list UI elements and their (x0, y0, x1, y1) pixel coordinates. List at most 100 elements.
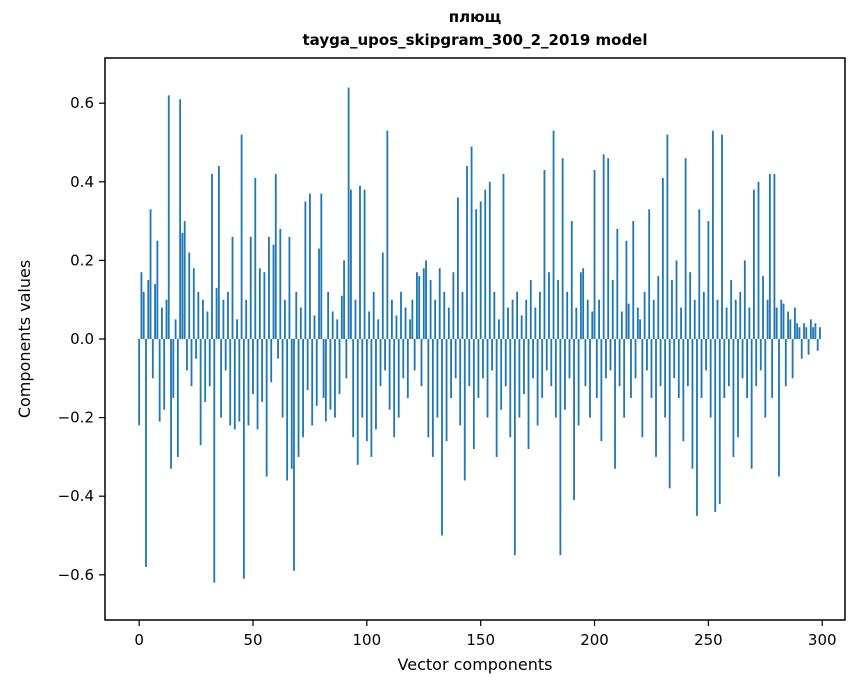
bar (242, 339, 245, 579)
bar (525, 299, 528, 339)
bar (172, 339, 175, 398)
bar (595, 339, 598, 398)
bar (238, 339, 241, 422)
bar (461, 291, 464, 339)
bar (381, 252, 384, 339)
y-tick-label: 0.4 (70, 173, 94, 191)
bar (229, 339, 232, 426)
bar (336, 319, 339, 339)
bar (491, 339, 493, 371)
bar (431, 339, 434, 457)
bar (324, 339, 327, 422)
bar (468, 339, 471, 387)
bar (309, 193, 311, 339)
bar (436, 339, 439, 418)
bar (363, 189, 366, 339)
bar (290, 339, 293, 469)
x-axis-label: Vector components (398, 655, 553, 674)
bar (331, 311, 334, 339)
bar (420, 339, 423, 387)
bar (231, 236, 234, 339)
bar (646, 339, 648, 371)
bar (495, 339, 498, 457)
bar (502, 173, 505, 339)
bar (634, 339, 637, 379)
bar (163, 339, 166, 410)
bar (156, 240, 159, 339)
bar (746, 339, 748, 398)
bar (147, 280, 150, 339)
bar (755, 339, 758, 387)
bar (384, 339, 386, 371)
bar (438, 268, 441, 339)
bar (252, 339, 254, 395)
bar (215, 287, 218, 339)
bar (340, 295, 343, 339)
bar (636, 307, 639, 339)
bar (605, 339, 607, 379)
bar (693, 299, 696, 339)
bar (279, 228, 282, 339)
bar (224, 339, 227, 371)
bar (183, 221, 186, 339)
bar (427, 339, 430, 438)
bar (293, 339, 295, 571)
bar (759, 339, 762, 371)
bar (705, 339, 708, 371)
bar (313, 315, 316, 339)
bar (261, 339, 264, 402)
bar (206, 311, 209, 339)
bar (686, 339, 689, 387)
bar (322, 339, 325, 398)
bar (616, 228, 619, 339)
bar (504, 339, 507, 387)
bar (748, 307, 751, 339)
bar (691, 339, 694, 469)
bar (743, 260, 746, 339)
bar (778, 339, 780, 477)
bar (151, 339, 154, 379)
bar (311, 339, 314, 426)
x-tick-label: 0 (134, 631, 144, 649)
bar (641, 339, 644, 438)
bar (575, 307, 578, 339)
bar (304, 201, 307, 339)
bar (395, 315, 398, 339)
bar (181, 232, 184, 339)
bar (741, 339, 744, 379)
bar (425, 260, 427, 339)
bar (270, 339, 273, 383)
bar (684, 158, 687, 339)
bar (586, 299, 589, 339)
y-tick-label: 0.6 (70, 94, 94, 112)
bar (727, 339, 730, 387)
bar (140, 272, 143, 339)
bar (390, 299, 393, 339)
bar (753, 189, 755, 339)
bar (475, 209, 478, 339)
bar (386, 130, 389, 339)
chart-title-model: tayga_upos_skipgram_300_2_2019 model (303, 31, 648, 49)
y-tick-label: −0.2 (58, 409, 94, 427)
bar (486, 339, 489, 418)
bar (809, 319, 812, 339)
bar (548, 272, 550, 339)
bar (805, 327, 808, 339)
bar (561, 158, 564, 339)
bar (161, 307, 163, 339)
bar (557, 280, 560, 339)
x-tick-label: 200 (580, 631, 609, 649)
bar (388, 339, 391, 410)
bar (568, 339, 571, 379)
bar (529, 280, 532, 339)
bar (668, 339, 671, 489)
bar (422, 268, 425, 339)
bar (186, 339, 188, 371)
bar (211, 173, 213, 339)
bar (352, 339, 355, 438)
bar (782, 303, 785, 339)
bar (598, 299, 600, 339)
bar (170, 339, 172, 469)
bar (347, 87, 350, 339)
